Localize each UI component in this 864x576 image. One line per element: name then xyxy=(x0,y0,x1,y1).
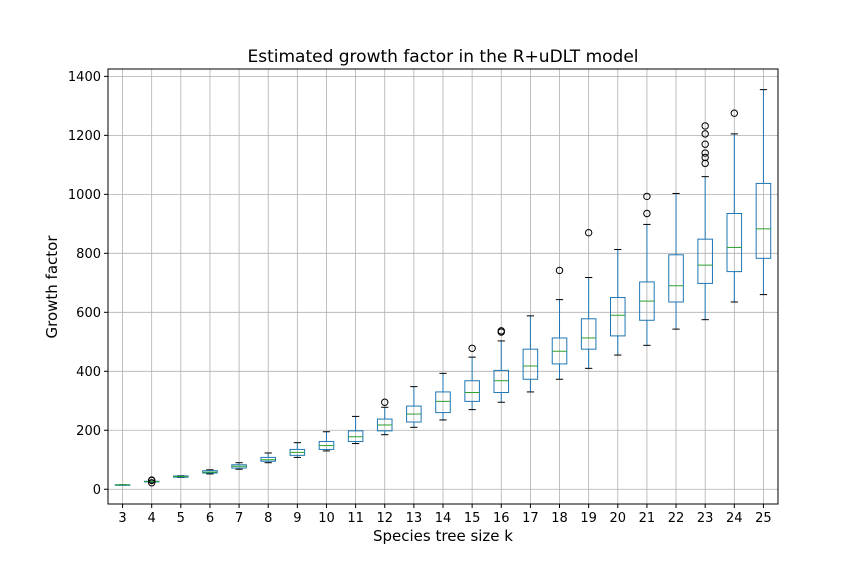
y-tick-label: 0 xyxy=(93,483,101,498)
y-tick-label: 1000 xyxy=(68,188,101,203)
box-k-12 xyxy=(376,398,393,436)
x-tick-label: 12 xyxy=(376,511,393,526)
box-k-19 xyxy=(580,228,597,369)
outlier-point xyxy=(701,140,709,148)
y-tick-label: 600 xyxy=(76,306,101,321)
iqr-box xyxy=(668,254,684,303)
x-tick-label: 8 xyxy=(264,511,272,526)
outlier-point xyxy=(147,479,156,487)
iqr-box xyxy=(755,182,772,259)
iqr-box xyxy=(464,380,480,402)
iqr-box xyxy=(493,369,510,394)
box-k-4 xyxy=(143,476,160,487)
x-tick-label: 5 xyxy=(177,511,185,526)
x-tick-label: 4 xyxy=(148,511,156,526)
x-tick-label: 22 xyxy=(668,511,685,526)
iqr-box xyxy=(697,238,713,284)
outlier-point xyxy=(381,398,389,406)
box-k-3 xyxy=(114,484,131,486)
box-k-11 xyxy=(347,415,364,445)
box-k-21 xyxy=(639,192,655,346)
iqr-box xyxy=(726,213,743,273)
x-tick-label: 14 xyxy=(435,511,452,526)
box-k-14 xyxy=(435,372,451,421)
box-k-18 xyxy=(551,266,568,380)
y-tick-label: 800 xyxy=(76,247,101,262)
x-tick-label: 7 xyxy=(235,511,243,526)
x-axis-label: Species tree size k xyxy=(373,527,513,545)
outlier-point xyxy=(643,192,651,201)
x-tick-label: 24 xyxy=(726,511,743,526)
outlier-point xyxy=(730,109,739,117)
iqr-box xyxy=(580,318,597,350)
x-tick-label: 13 xyxy=(406,511,423,526)
box-k-10 xyxy=(318,431,335,452)
x-tick-label: 19 xyxy=(580,511,597,526)
outlier-point xyxy=(555,266,564,275)
iqr-box xyxy=(610,297,626,337)
x-tick-label: 17 xyxy=(522,511,539,526)
y-tick-label: 1400 xyxy=(68,70,101,85)
box-k-7 xyxy=(231,462,247,470)
outlier-point xyxy=(147,476,156,484)
box-k-15 xyxy=(464,344,480,411)
y-tick-label: 400 xyxy=(76,365,101,380)
box-layer xyxy=(114,89,772,487)
box-k-9 xyxy=(289,442,306,458)
x-tick-label: 9 xyxy=(293,511,301,526)
outlier-point xyxy=(701,149,709,157)
x-tick-label: 21 xyxy=(639,511,656,526)
box-k-20 xyxy=(610,248,626,356)
box-k-5 xyxy=(173,475,189,478)
outlier-point xyxy=(497,327,505,335)
box-k-25 xyxy=(755,89,772,296)
x-tick-label: 18 xyxy=(551,511,568,526)
tick-layer: 0 200 400 600 800 1000 1200 1400 3 4 5 6 7 8 9 10 11 12 13… xyxy=(68,70,772,526)
outlier-point xyxy=(701,122,709,130)
y-tick-label: 1200 xyxy=(68,129,101,144)
box-k-6 xyxy=(202,469,218,475)
box-k-13 xyxy=(406,386,422,428)
outlier-point xyxy=(701,159,709,168)
outlier-point xyxy=(584,228,593,237)
x-tick-label: 11 xyxy=(347,511,364,526)
box-k-23 xyxy=(697,122,713,321)
iqr-box xyxy=(522,348,539,380)
x-tick-label: 15 xyxy=(464,511,481,526)
grid-layer xyxy=(108,69,778,504)
box-k-8 xyxy=(260,452,277,464)
y-axis-label: Growth factor xyxy=(43,235,61,339)
chart-title: Estimated growth factor in the R+uDLT mo… xyxy=(247,47,638,67)
box-k-17 xyxy=(522,315,539,393)
box-k-16 xyxy=(493,327,510,403)
box-k-24 xyxy=(726,109,743,303)
outlier-point xyxy=(468,344,476,352)
x-tick-label: 23 xyxy=(697,511,714,526)
x-tick-label: 6 xyxy=(206,511,214,526)
box-k-22 xyxy=(668,192,684,330)
x-tick-label: 16 xyxy=(493,511,510,526)
x-tick-label: 25 xyxy=(755,511,772,526)
outlier-point xyxy=(643,209,651,218)
x-tick-label: 3 xyxy=(118,511,126,526)
outlier-point xyxy=(701,153,709,162)
iqr-box xyxy=(347,430,364,442)
outlier-point xyxy=(701,130,709,138)
iqr-box xyxy=(435,391,451,414)
x-tick-label: 20 xyxy=(610,511,627,526)
y-tick-label: 200 xyxy=(76,424,101,439)
x-tick-label: 10 xyxy=(318,511,335,526)
